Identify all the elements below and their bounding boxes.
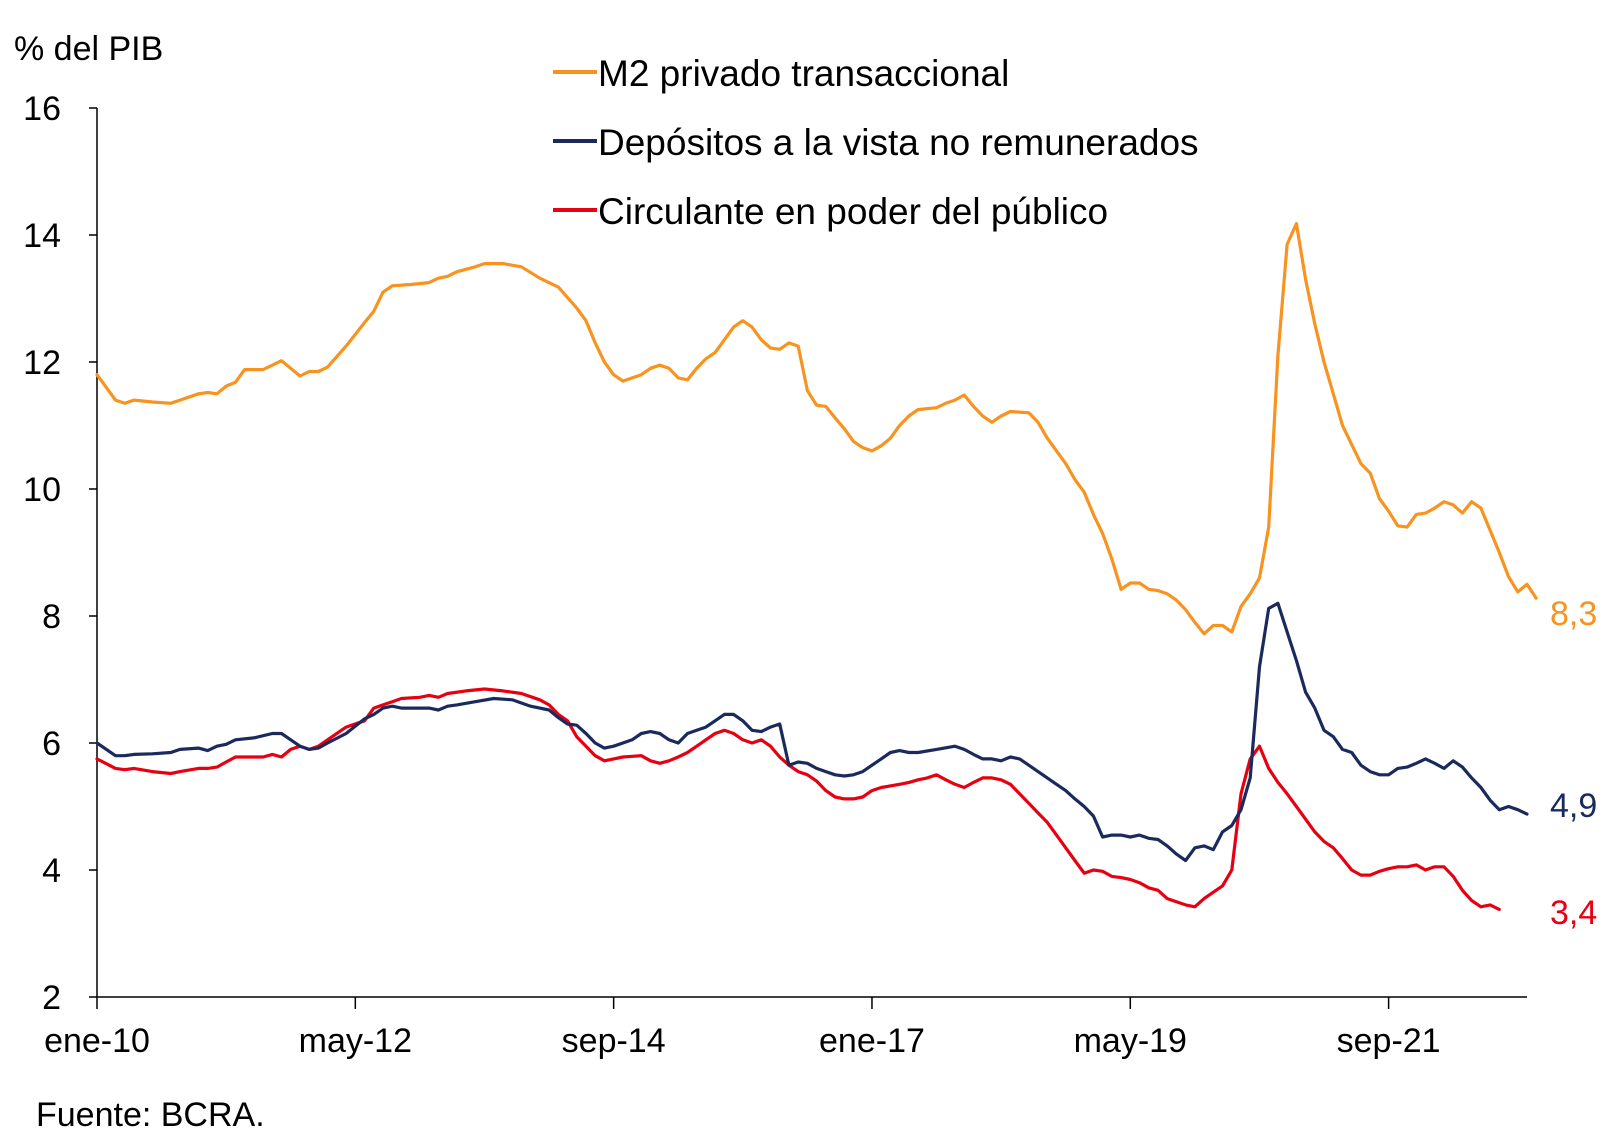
x-tick-label: may-19 — [1074, 1022, 1187, 1060]
y-tick-label: 4 — [42, 852, 61, 890]
series-layer — [95, 222, 1538, 911]
legend-label: Circulante en poder del público — [598, 191, 1108, 232]
y-tick-label: 16 — [23, 90, 61, 128]
x-tick-label: sep-21 — [1337, 1022, 1441, 1060]
y-tick-label: 10 — [23, 471, 61, 509]
y-axis-title: % del PIB — [14, 30, 163, 68]
end-labels: 8,3 4,9 3,4 — [1550, 595, 1597, 932]
end-value-label: 4,9 — [1550, 787, 1597, 825]
x-tick-label: sep-14 — [562, 1022, 666, 1060]
x-tick-label: may-12 — [299, 1022, 412, 1060]
plot-area: % del PIB 2 4 6 8 10 12 14 16 ene-10 may-12 sep-14… — [14, 30, 1597, 1134]
x-tick-label: ene-10 — [44, 1022, 150, 1060]
axes: 2 4 6 8 10 12 14 16 ene-10 may-12 sep-14 ene-17 may-… — [23, 90, 1527, 1060]
legend: M2 privado transaccional Depósitos a la v… — [553, 53, 1199, 232]
y-tick-label: 8 — [42, 598, 61, 636]
y-tick-label: 14 — [23, 217, 61, 255]
end-value-label: 8,3 — [1550, 595, 1597, 633]
x-tick-label: ene-17 — [819, 1022, 925, 1060]
y-tick-label: 12 — [23, 344, 61, 382]
series-line-1 — [95, 601, 1529, 863]
source-note: Fuente: BCRA. — [36, 1096, 265, 1134]
series-line-0 — [95, 222, 1538, 636]
legend-label: M2 privado transaccional — [598, 53, 1009, 94]
end-value-label: 3,4 — [1550, 894, 1597, 932]
y-tick-label: 6 — [42, 725, 61, 763]
y-tick-label: 2 — [42, 979, 61, 1017]
legend-label: Depósitos a la vista no remunerados — [598, 122, 1199, 163]
series-line-2 — [95, 687, 1501, 911]
